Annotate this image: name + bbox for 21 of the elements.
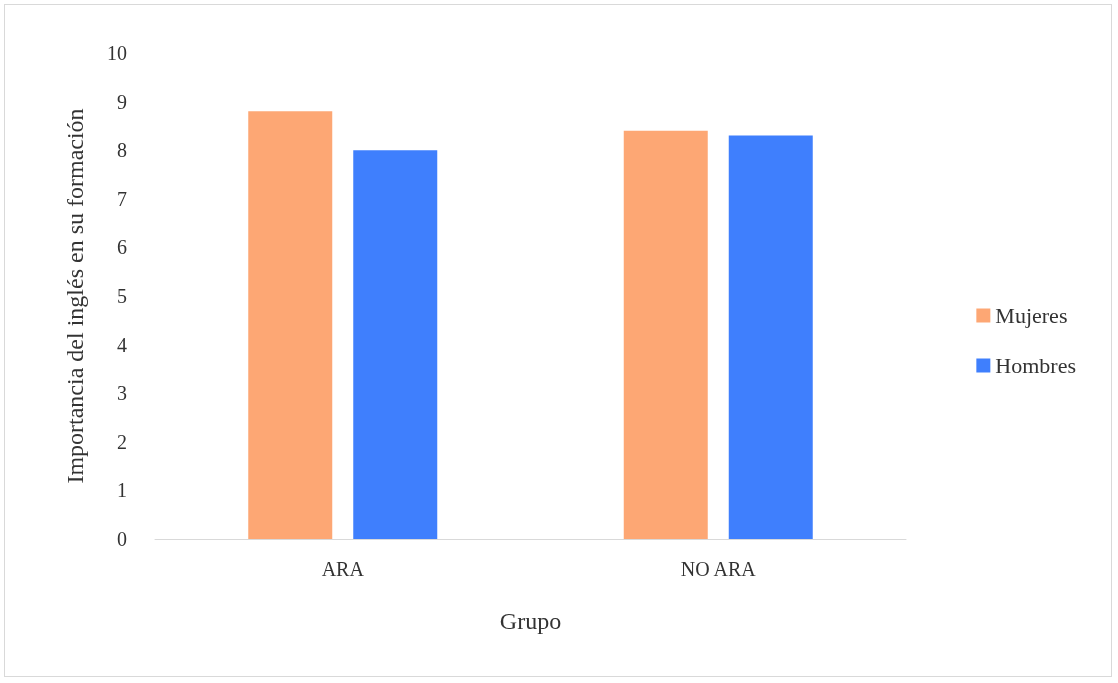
legend-label: Mujeres [995,303,1068,328]
y-tick-label: 9 [117,90,127,113]
legend-label: Hombres [995,353,1076,378]
x-axis-title: Grupo [499,608,562,634]
y-tick-label: 8 [117,139,127,162]
y-tick-label: 10 [107,42,127,64]
bar [353,150,438,539]
y-tick-label: 6 [117,236,127,259]
y-tick-label: 7 [117,187,127,210]
bar [248,111,333,539]
y-tick-label: 0 [117,528,127,550]
x-tick-label: NO ARA [680,558,757,580]
y-tick-label: 2 [117,430,127,453]
y-tick-label: 3 [117,382,127,405]
y-axis-title: Importancia del inglés en su formación [62,108,88,484]
bar [623,130,708,539]
x-tick-label: ARA [321,558,365,580]
y-tick-label: 1 [117,479,127,502]
y-tick-label: 4 [117,333,127,356]
bar [728,135,813,539]
y-tick-label: 5 [117,285,127,307]
